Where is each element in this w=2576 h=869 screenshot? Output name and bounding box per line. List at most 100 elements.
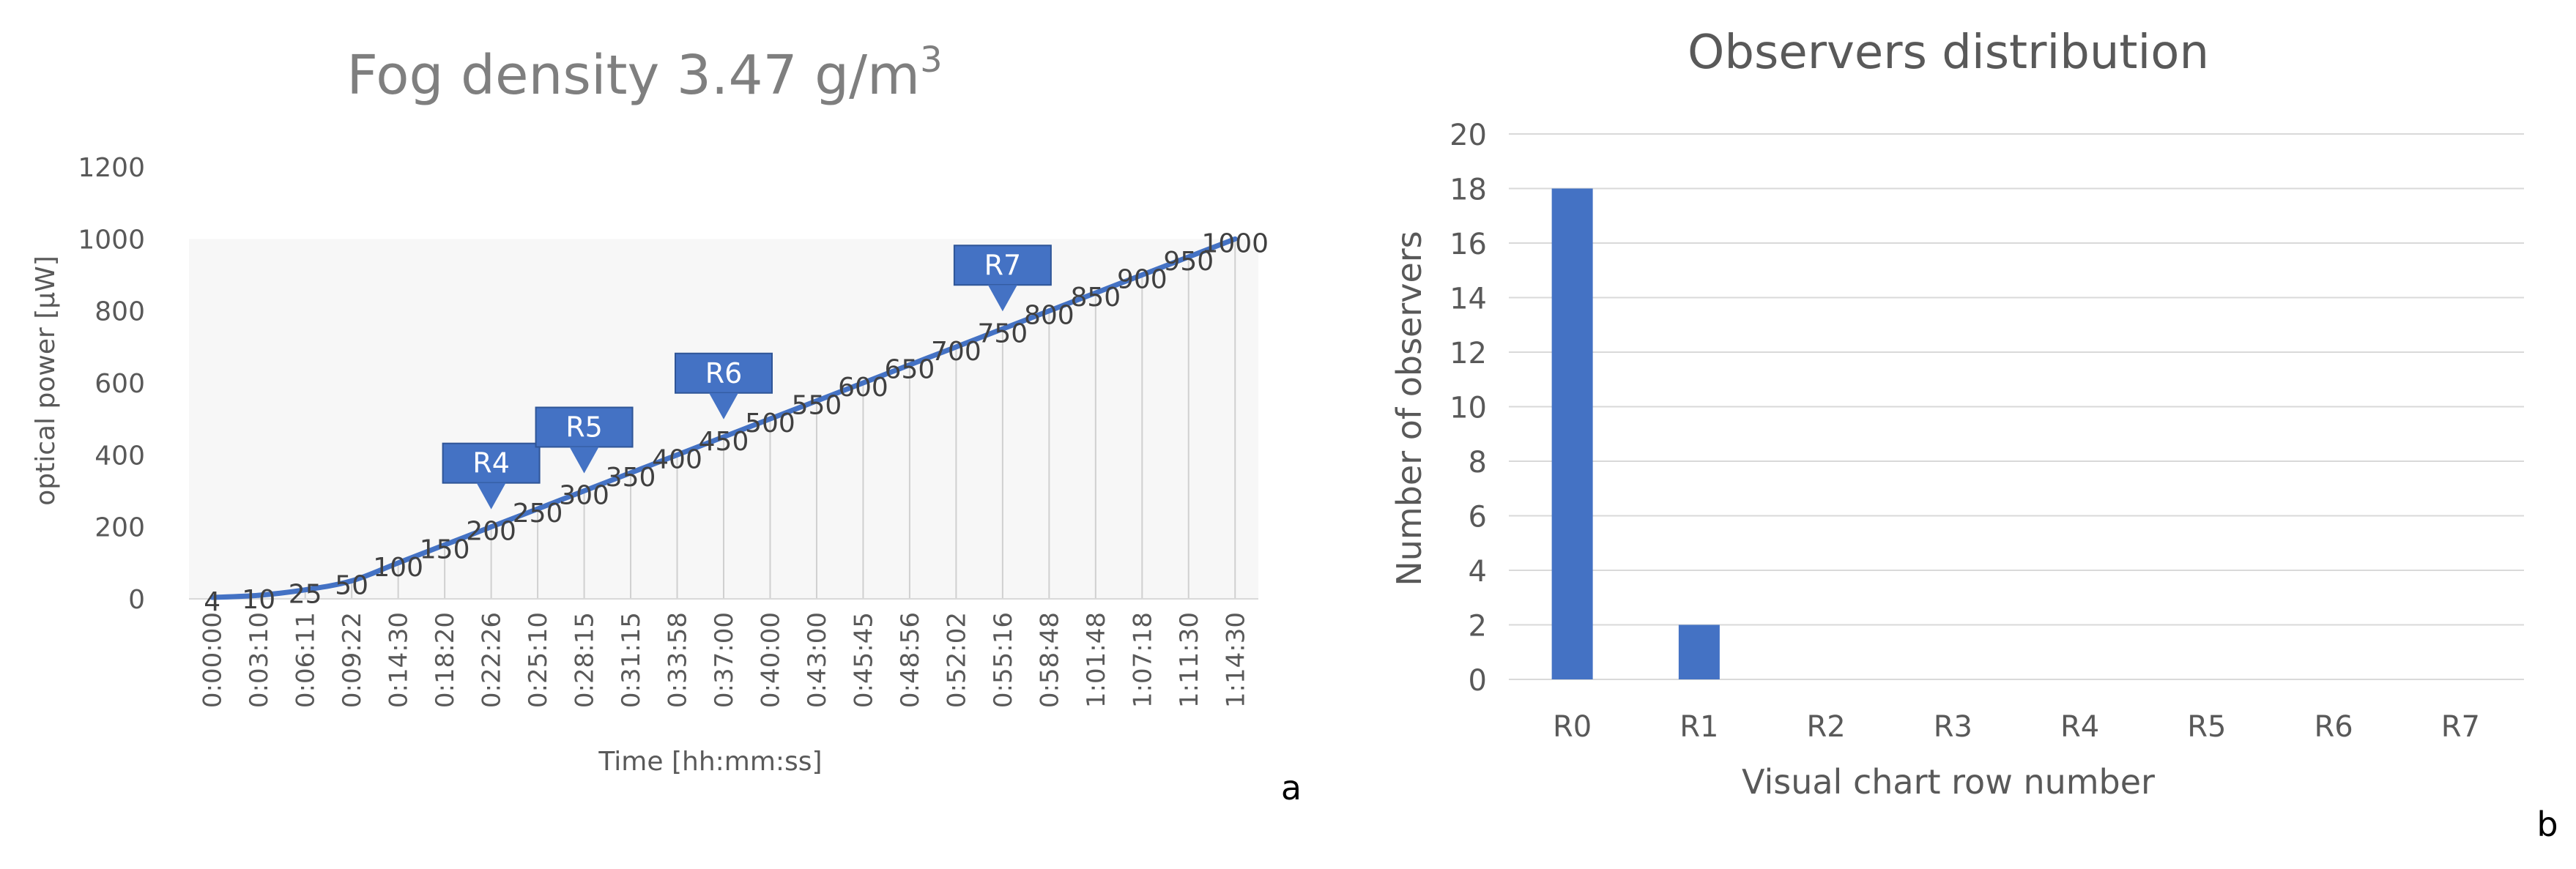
x-tick-label: R0 (1553, 710, 1592, 744)
y-tick-label: 4 (1469, 555, 1487, 589)
data-label: 950 (1163, 247, 1214, 277)
callout-pointer (476, 482, 506, 510)
x-tick-label: 0:33:58 (664, 612, 693, 708)
callout-label: R4 (472, 447, 510, 480)
data-label: 10 (242, 585, 275, 615)
y-tick-label: 800 (94, 297, 145, 327)
y-tick-label: 600 (94, 369, 145, 399)
data-label: 350 (606, 463, 656, 493)
x-tick-label: R2 (1807, 710, 1846, 744)
data-label: 25 (289, 580, 322, 610)
callout-r7: R7 (953, 245, 1052, 312)
x-tick-label: 0:43:00 (803, 612, 832, 708)
callout-box (675, 352, 773, 394)
callout-r5: R5 (535, 406, 634, 474)
y-tick-label: 1200 (78, 153, 145, 183)
chart-b-panel-letter: b (2536, 805, 2558, 844)
chart-b-x-axis-label: Visual chart row number (1742, 762, 2155, 802)
data-label: 700 (931, 337, 981, 367)
x-tick-label: 0:28:15 (571, 612, 600, 708)
callout-box (442, 442, 541, 484)
data-label: 150 (420, 534, 470, 564)
bar-r0 (1551, 188, 1593, 679)
data-label: 1000 (1201, 228, 1269, 258)
observers-distribution-chart: Observers distribution Number of observe… (1389, 26, 2558, 844)
data-label: 250 (513, 499, 563, 529)
y-tick-label: 400 (94, 441, 145, 471)
x-tick-label: 0:18:20 (431, 612, 460, 708)
series-line (209, 236, 1238, 600)
y-tick-label: 16 (1450, 228, 1487, 261)
chart-a-panel-letter: a (1281, 768, 1302, 808)
y-tick-label: 10 (1450, 392, 1487, 425)
data-label: 900 (1117, 265, 1168, 295)
data-label: 100 (373, 553, 423, 583)
callout-pointer (569, 447, 599, 474)
x-tick-label: 0:45:45 (849, 612, 878, 708)
y-tick-label: 12 (1450, 337, 1487, 370)
data-label: 850 (1070, 283, 1121, 313)
data-label: 450 (699, 427, 749, 457)
y-tick-label: 2 (1469, 610, 1487, 644)
x-tick-label: R5 (2187, 710, 2226, 744)
x-tick-label: 0:40:00 (756, 612, 785, 708)
data-label: 300 (559, 481, 609, 511)
data-label: 200 (466, 517, 516, 547)
data-label: 4 (204, 587, 220, 617)
y-tick-label: 0 (1469, 664, 1487, 698)
callout-label: R7 (984, 249, 1022, 281)
x-tick-label: 0:14:30 (385, 612, 414, 708)
x-tick-label: R3 (1934, 710, 1972, 744)
callout-pointer (987, 285, 1017, 312)
data-label: 600 (838, 373, 888, 403)
y-tick-label: 200 (94, 513, 145, 543)
x-tick-label: 0:25:10 (524, 612, 553, 708)
callout-label: R6 (705, 357, 743, 389)
chart-a-y-axis-label: optical power [µW] (31, 256, 61, 506)
callout-r6: R6 (675, 352, 773, 419)
x-tick-label: 0:09:22 (338, 612, 367, 708)
data-label: 650 (885, 354, 935, 384)
x-tick-label: 1:01:48 (1082, 612, 1111, 708)
x-tick-label: 0:48:56 (896, 612, 925, 708)
callout-r4: R4 (442, 442, 541, 510)
y-tick-label: 1000 (78, 225, 145, 255)
data-label: 400 (652, 444, 702, 474)
optical-power-chart: Fog density 3.47 g/m3 optical power [µW]… (31, 40, 1302, 808)
data-label: 800 (1024, 301, 1074, 331)
x-tick-label: 1:07:18 (1128, 612, 1157, 708)
y-tick-label: 6 (1469, 501, 1487, 534)
x-tick-label: 0:03:10 (245, 612, 274, 708)
chart-a-title: Fog density 3.47 g/m3 (346, 40, 942, 107)
callout-label: R5 (565, 411, 603, 444)
x-tick-label: R7 (2441, 710, 2480, 744)
y-tick-label: 8 (1469, 446, 1487, 480)
y-tick-label: 18 (1450, 174, 1487, 207)
x-tick-label: 0:00:00 (198, 612, 228, 708)
x-tick-label: 0:55:16 (989, 612, 1018, 708)
data-label: 750 (978, 318, 1028, 348)
y-tick-label: 14 (1450, 283, 1487, 316)
data-label: 500 (745, 409, 795, 439)
x-tick-label: 1:11:30 (1175, 612, 1204, 708)
data-label: 550 (792, 391, 842, 421)
x-tick-label: 1:14:30 (1221, 612, 1250, 708)
x-tick-label: R1 (1679, 710, 1718, 744)
x-tick-label: 0:52:02 (942, 612, 971, 708)
y-tick-label: 0 (128, 585, 145, 615)
chart-a-x-axis-label: Time [hh:mm:ss] (598, 747, 822, 777)
callout-pointer (709, 392, 738, 419)
x-tick-label: 0:22:26 (478, 612, 507, 708)
x-tick-label: 0:06:11 (292, 612, 321, 708)
x-tick-label: R4 (2060, 710, 2099, 744)
data-label: 50 (335, 570, 368, 600)
callout-box (535, 406, 634, 448)
bar-r1 (1678, 624, 1720, 679)
x-tick-label: 0:37:00 (710, 612, 739, 708)
chart-b-y-axis-label: Number of observers (1389, 231, 1429, 586)
x-tick-label: 0:58:48 (1035, 612, 1064, 708)
chart-b-title: Observers distribution (1688, 26, 2209, 80)
x-tick-label: R6 (2315, 710, 2353, 744)
x-tick-label: 0:31:15 (617, 612, 646, 708)
